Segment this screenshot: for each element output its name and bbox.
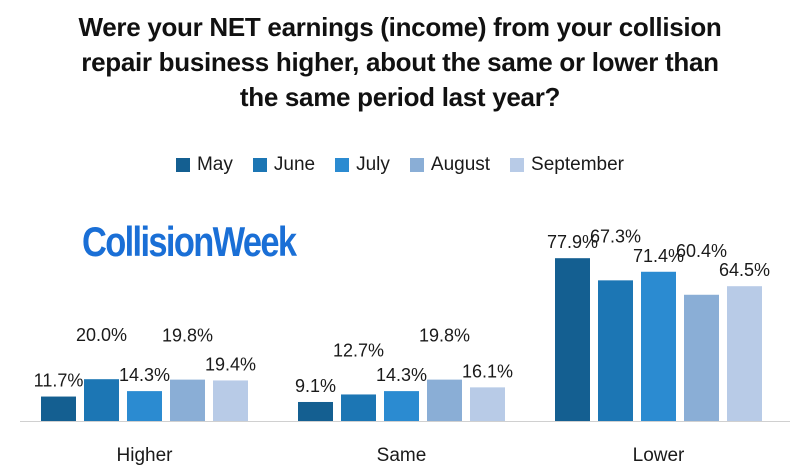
category-label-lower: Lower	[633, 445, 685, 466]
legend-swatch-august	[409, 158, 424, 172]
data-label-lower-june: 67.3%	[590, 226, 641, 246]
bar-same-september	[470, 387, 505, 421]
legend-swatch-june	[252, 158, 267, 172]
category-label-higher: Higher	[117, 445, 174, 466]
data-label-same-june: 12.7%	[333, 340, 384, 360]
legend-label-june: June	[273, 154, 316, 175]
bar-lower-july	[641, 271, 676, 421]
data-label-same-july: 14.3%	[376, 365, 427, 385]
bar-same-august	[427, 379, 462, 421]
bar-lower-september	[727, 286, 762, 421]
bar-higher-july	[127, 391, 162, 421]
data-label-lower-may: 77.9%	[547, 232, 598, 252]
chart-title-line-2: repair business higher, about the same o…	[81, 47, 719, 77]
bar-same-june	[341, 394, 376, 421]
chart-legend: May June July August September	[0, 154, 800, 176]
legend-label-july: July	[356, 154, 390, 175]
bar-higher-august	[170, 379, 205, 421]
data-label-same-august: 19.8%	[419, 326, 470, 346]
data-label-higher-july: 14.3%	[119, 365, 170, 385]
data-label-higher-august: 19.8%	[162, 326, 213, 346]
chart-title: Were your NET earnings (income) from you…	[0, 10, 800, 115]
bar-lower-may	[555, 258, 590, 421]
data-label-higher-september: 19.4%	[205, 354, 256, 374]
legend-item-may: May	[175, 154, 233, 176]
bar-same-may	[298, 401, 333, 421]
legend-swatch-july	[335, 158, 350, 172]
bar-lower-august	[684, 294, 719, 421]
data-label-lower-july: 71.4%	[633, 246, 684, 266]
legend-item-september: September	[510, 154, 624, 176]
category-label-same: Same	[377, 445, 427, 466]
legend-label-september: September	[531, 154, 624, 175]
data-label-same-september: 16.1%	[462, 361, 513, 381]
legend-item-august: August	[409, 154, 491, 176]
data-label-higher-june: 20.0%	[76, 325, 127, 345]
chart-title-line-3: the same period last year?	[239, 82, 561, 112]
data-label-lower-august: 60.4%	[676, 241, 727, 261]
bar-higher-may	[41, 396, 76, 421]
legend-swatch-may	[175, 158, 190, 172]
bar-lower-june	[598, 280, 633, 421]
bar-higher-june	[84, 379, 119, 421]
data-label-lower-september: 64.5%	[719, 260, 770, 280]
data-label-same-may: 9.1%	[295, 376, 336, 396]
chart-title-line-1: Were your NET earnings (income) from you…	[78, 12, 722, 42]
bar-higher-september	[213, 380, 248, 421]
legend-label-august: August	[430, 154, 491, 175]
legend-item-june: June	[252, 154, 316, 176]
legend-swatch-september	[510, 158, 525, 172]
bar-same-july	[384, 391, 419, 421]
legend-label-may: May	[196, 154, 233, 175]
data-label-higher-may: 11.7%	[34, 371, 84, 391]
collisionweek-logo: CollisionWeek	[82, 218, 297, 265]
legend-item-july: July	[335, 154, 390, 176]
